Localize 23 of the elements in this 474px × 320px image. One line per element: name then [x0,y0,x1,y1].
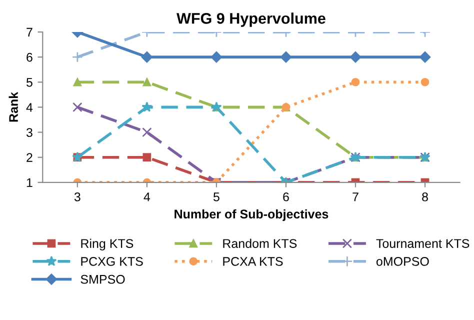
y-tick-label: 6 [26,52,32,62]
chart-title: WFG 9 Hypervolume [176,12,326,27]
x-tick-label: 3 [74,192,80,202]
y-tick-label: 1 [26,178,32,187]
x-tick-label: 8 [422,192,428,202]
legend-label: oMOPSO [376,257,429,266]
legend-label: PCXA KTS [223,257,283,266]
x-axis-title: Number of Sub-objectives [174,209,328,221]
legend-label: SMPSO [80,274,125,284]
y-tick-label: 2 [26,153,32,162]
y-tick-label: 3 [26,128,32,137]
y-axis-title: Rank [8,92,18,122]
y-tick-label: 4 [26,103,33,112]
y-tick-label: 7 [26,28,32,37]
legend-label: Random KTS [223,238,297,248]
legend-label: Tournament KTS [376,239,470,248]
legend-label: PCXG KTS [81,257,143,266]
x-tick-label: 6 [283,192,289,202]
legend-label: Ring KTS [81,238,134,250]
y-tick-label: 5 [26,78,32,87]
x-tick-label: 5 [213,192,220,202]
x-tick-label: 7 [352,192,358,202]
x-tick-label: 4 [144,192,150,202]
